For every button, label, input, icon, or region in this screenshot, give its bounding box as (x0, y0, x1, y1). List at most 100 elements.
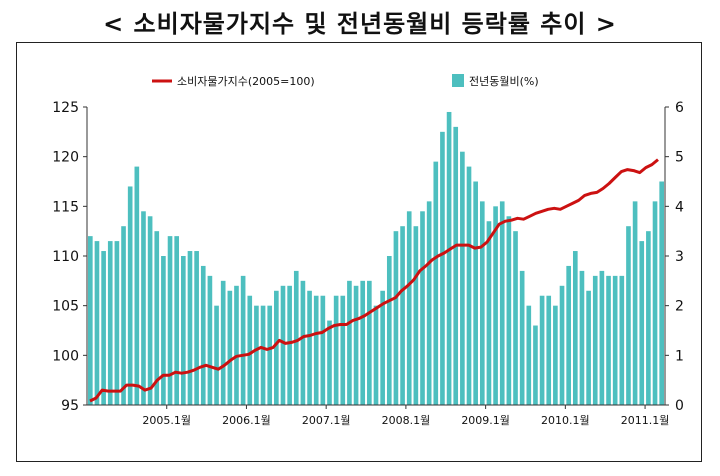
x-tick-label: 2005.1월 (142, 414, 191, 427)
bars-series (88, 111, 664, 406)
x-tick-label: 2007.1월 (302, 414, 351, 427)
bar (460, 151, 465, 405)
y-right-tick-label: 3 (675, 249, 684, 265)
bar (234, 285, 239, 405)
bar (313, 295, 319, 405)
bar (333, 295, 339, 405)
bar (586, 290, 591, 405)
y-right-tick-label: 1 (675, 348, 684, 364)
bar (619, 275, 625, 405)
page-title: < 소비자물가지수 및 전년동월비 등락률 추이 > (103, 10, 617, 38)
y-right-tick-label: 5 (675, 150, 684, 166)
bar (320, 295, 326, 405)
y-left-tick-label: 120 (52, 150, 79, 166)
y-right-tick-label: 2 (675, 299, 684, 315)
bar (107, 241, 113, 405)
bar (114, 241, 120, 405)
bar (453, 126, 459, 406)
bar (646, 231, 651, 405)
bar (127, 186, 133, 405)
bar (101, 251, 106, 405)
bar (181, 256, 186, 405)
bar (227, 290, 233, 405)
bar (274, 290, 279, 405)
bar (479, 201, 485, 405)
bar (572, 251, 578, 405)
bar (154, 231, 160, 405)
y-left-tick-label: 100 (52, 348, 79, 364)
bar (539, 295, 545, 405)
bar (174, 236, 180, 405)
tick-labels: 95 100 105 110 115 120 125 0 1 2 3 4 5 6 2005.1월 2006.1… (52, 100, 684, 427)
bar (380, 290, 385, 405)
y-left-tick-label: 110 (52, 249, 79, 265)
y-left-tick-label: 125 (52, 100, 79, 116)
bar (599, 270, 605, 405)
axes (83, 106, 669, 409)
bar (446, 111, 452, 405)
y-left-tick-label: 95 (61, 398, 79, 414)
bar (88, 236, 93, 405)
bar (260, 305, 266, 405)
bar (632, 201, 638, 405)
bar (466, 166, 472, 405)
bar (506, 216, 512, 405)
bar (499, 201, 505, 405)
y-left-tick-label: 115 (52, 199, 79, 215)
bar (300, 280, 306, 405)
bar (639, 241, 645, 405)
bar (307, 290, 312, 405)
bar (134, 166, 140, 405)
bar (526, 305, 532, 405)
bar (327, 320, 332, 405)
bar (247, 295, 253, 405)
bar (559, 285, 565, 405)
bar (94, 241, 100, 405)
legend-bar-swatch (452, 74, 464, 87)
bar (214, 305, 219, 405)
bar (426, 201, 432, 405)
bar (420, 211, 425, 405)
bar (161, 256, 166, 405)
x-tick-label: 2010.1월 (541, 414, 590, 427)
bar (280, 285, 286, 405)
x-tick-label: 2006.1월 (222, 414, 271, 427)
bar (367, 280, 372, 405)
x-tick-label: 2011.1월 (621, 414, 670, 427)
bar (194, 251, 199, 405)
x-tick-label: 2008.1월 (382, 414, 431, 427)
bar (353, 285, 359, 405)
chart-frame (16, 42, 702, 462)
y-right-tick-label: 6 (675, 100, 684, 116)
bar (187, 251, 193, 405)
bar (147, 216, 153, 405)
y-right-tick-label: 4 (675, 199, 684, 215)
x-tick-label: 2009.1월 (461, 414, 510, 427)
bar (553, 305, 558, 405)
bar (207, 275, 213, 405)
bar (267, 305, 273, 405)
legend: 소비자물가지수(2005=100) 전년동월비(%) (152, 74, 539, 88)
bar (612, 275, 618, 405)
bar (659, 181, 664, 405)
bar (240, 275, 246, 405)
bar (546, 295, 552, 405)
bar (592, 275, 598, 405)
bar (220, 280, 226, 405)
bar (652, 201, 658, 405)
bar (413, 226, 419, 405)
bar (121, 226, 126, 405)
bar (606, 275, 611, 405)
bar (473, 181, 478, 405)
bar (519, 270, 525, 405)
bar (400, 226, 405, 405)
bar (579, 270, 585, 405)
bar (141, 211, 146, 405)
bar (486, 221, 492, 405)
bar (347, 280, 352, 405)
bar (360, 280, 366, 405)
y-right-tick-label: 0 (675, 398, 684, 414)
bar (254, 305, 259, 405)
bar (386, 256, 392, 405)
